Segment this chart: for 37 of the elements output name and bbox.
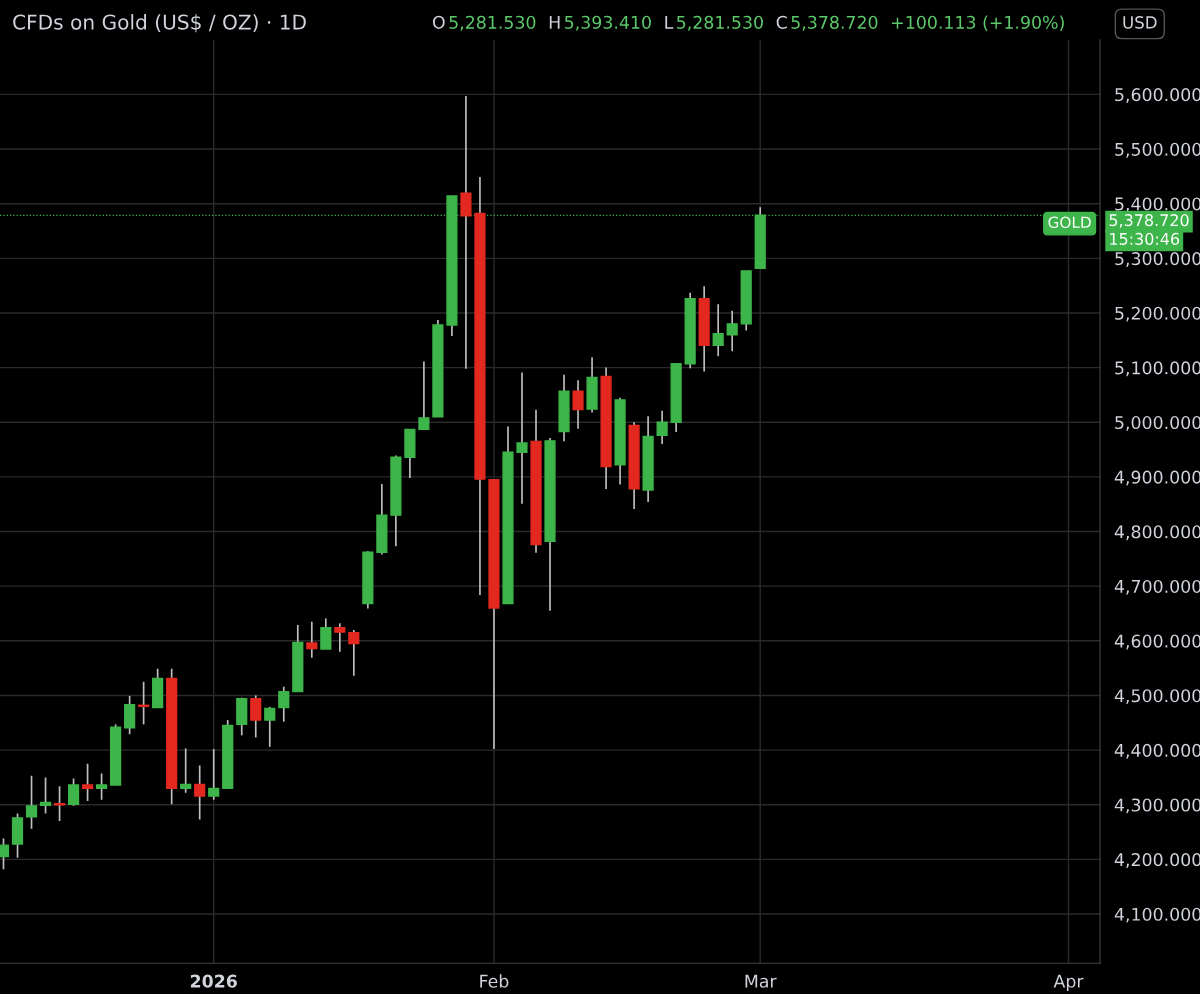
candlestick: [39, 776, 52, 815]
candlestick: [712, 303, 724, 357]
text: 15:30:46: [1110, 232, 1180, 245]
x-tick-label: 2026: [190, 974, 237, 988]
candlestick: [726, 309, 738, 353]
candlestick: [656, 409, 668, 445]
candlestick: [95, 772, 108, 801]
candlestick: [572, 379, 584, 430]
candlestick: [81, 762, 94, 802]
candlestick: [320, 617, 332, 650]
candlestick: [460, 95, 472, 370]
text: L5,281.530: [665, 15, 763, 31]
text: C5,378.720: [776, 15, 878, 31]
candlestick: [516, 371, 528, 505]
candlestick: [180, 747, 192, 794]
x-tick-label: Mar: [745, 974, 777, 988]
x-tick-label: Feb: [480, 974, 509, 988]
chart-title: CFDs on Gold (US$ / OZ) · 1D: [13, 14, 306, 33]
candlestick: [0, 837, 10, 871]
candlestick: [306, 620, 318, 659]
candlestick: [264, 706, 276, 748]
text: 5,378.720: [1109, 214, 1189, 228]
candlestick: [25, 774, 38, 830]
candlestick: [194, 764, 206, 821]
text: +100.113 (+1.90%): [892, 15, 1064, 31]
text: USD: [1123, 16, 1157, 29]
text: O5,281.530: [432, 15, 536, 31]
candlestick: [418, 360, 430, 431]
candlestick: [208, 748, 220, 801]
candlestick: [250, 694, 262, 739]
ref-line-label: GOLD: [1048, 216, 1091, 229]
candlestick: [348, 629, 360, 677]
x-tick-label: Apr: [1053, 974, 1084, 992]
candlestick: [334, 622, 346, 653]
candlestick: [124, 695, 136, 736]
candlestick: [278, 685, 290, 723]
candlestick: [67, 777, 80, 807]
